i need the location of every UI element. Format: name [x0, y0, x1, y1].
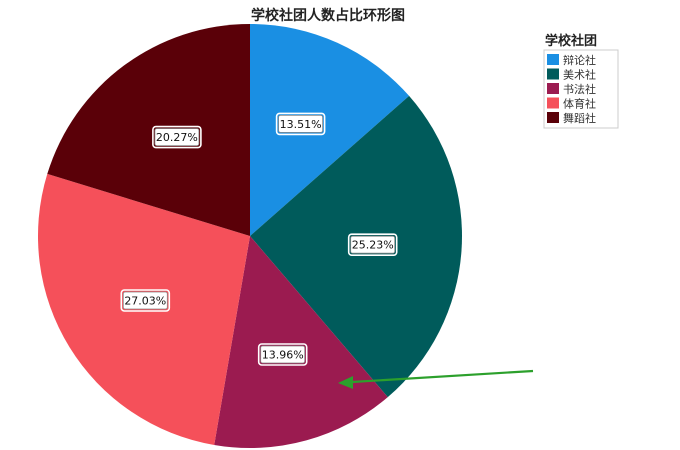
- legend-swatch-3: [547, 83, 559, 94]
- data-label-text-5: 20.27%: [156, 131, 198, 144]
- data-label-1: 13.51%: [275, 112, 326, 136]
- annotation-arrow: [338, 369, 534, 389]
- pie-slice-5: [47, 24, 250, 236]
- pie-slice-1: [250, 24, 410, 236]
- legend-swatch-5: [547, 112, 559, 123]
- pie-slice-3: [214, 236, 388, 449]
- arrow-head: [338, 376, 353, 389]
- legend-label-5: 舞蹈社: [563, 111, 596, 125]
- legend-label-3: 书法社: [563, 82, 596, 96]
- data-label-text-1: 13.51%: [280, 118, 322, 131]
- data-label-4: 27.03%: [120, 289, 171, 312]
- legend-title: 学校社团: [545, 33, 597, 49]
- legend-label-1: 辩论社: [563, 53, 596, 67]
- legend-swatch-1: [547, 54, 559, 65]
- data-label-text-2: 25.23%: [352, 239, 394, 252]
- chart-title: 学校社团人数占比环形图: [251, 7, 405, 24]
- legend-label-4: 体育社: [563, 97, 596, 111]
- data-label-2: 25.23%: [347, 233, 398, 256]
- data-label-5: 20.27%: [152, 125, 202, 149]
- data-label-text-4: 27.03%: [124, 295, 166, 308]
- pie-slice-4: [37, 173, 250, 445]
- arrow-line: [351, 369, 534, 384]
- legend-swatch-4: [547, 97, 559, 109]
- legend-swatch-2: [547, 68, 559, 80]
- pie-labels: 13.51% 25.23% 13.96% 27.03% 20.27%: [120, 112, 398, 366]
- legend-label-2: 美术社: [563, 68, 596, 82]
- pie-slices: [37, 24, 462, 449]
- data-label-text-3: 13.96%: [262, 349, 304, 362]
- data-label-3: 13.96%: [257, 343, 308, 366]
